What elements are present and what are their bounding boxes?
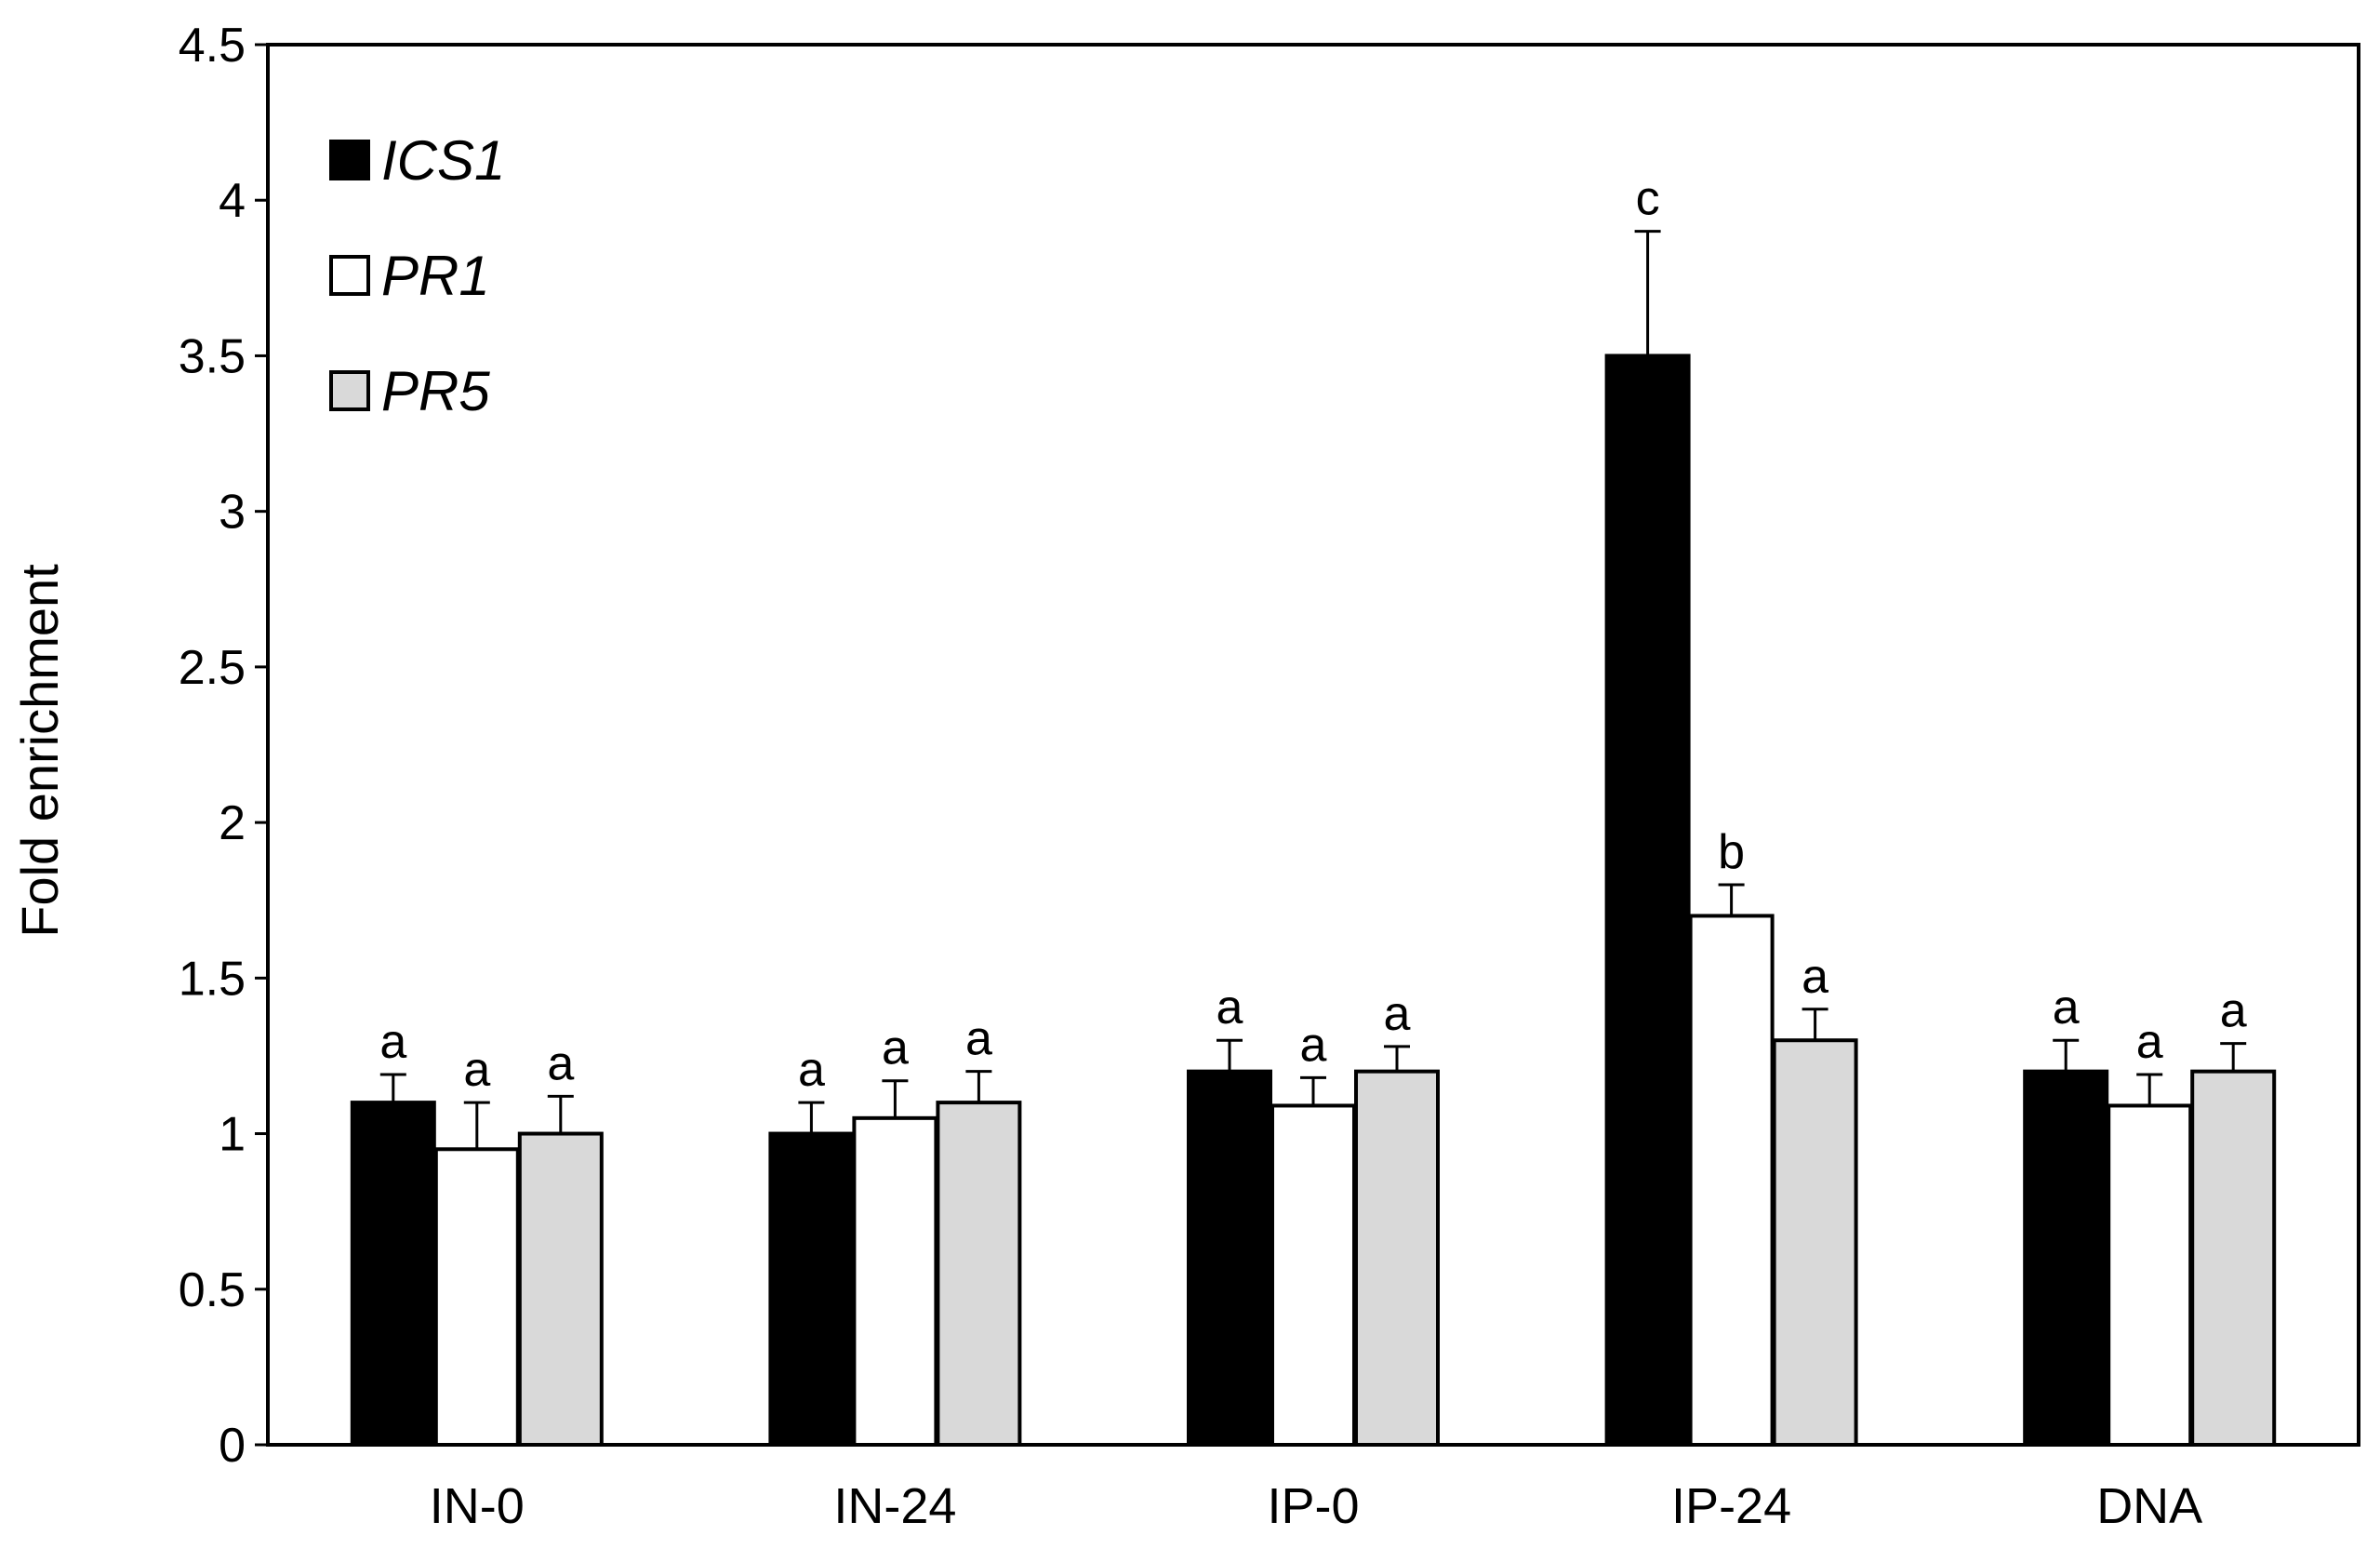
- y-axis-ticks: 0 0.5 1 1.5 2 2.5 3 3.5 4 4.5: [179, 19, 268, 1473]
- significance-label: a: [379, 1015, 406, 1069]
- y-tick-label: 4: [219, 174, 246, 228]
- significance-label: a: [1300, 1018, 1327, 1072]
- bar-ics1-ip-24: [1604, 354, 1691, 1447]
- legend-swatch-ics1: [329, 140, 370, 180]
- significance-label: c: [1636, 172, 1660, 226]
- y-tick-label: 4.5: [179, 19, 246, 73]
- y-tick-label: 1.5: [179, 952, 246, 1006]
- significance-label: a: [2136, 1015, 2163, 1069]
- x-category-label: IP-0: [1267, 1478, 1359, 1534]
- significance-label: a: [2053, 981, 2080, 1035]
- y-axis-label: Fold enrichment: [10, 564, 69, 938]
- x-axis-category-labels: IN-0 IN-24 IP-0 IP-24 DNA: [430, 1478, 2202, 1534]
- significance-label: a: [547, 1036, 574, 1090]
- bar-pr1-dna: [2107, 1103, 2193, 1447]
- significance-label: a: [965, 1012, 992, 1066]
- bar-pr5-in-24: [936, 1101, 1022, 1447]
- bar-ics1-in-24: [768, 1131, 855, 1447]
- y-tick-label: 3: [219, 486, 246, 540]
- significance-label: a: [1384, 987, 1411, 1041]
- bar-pr5-in-0: [517, 1131, 604, 1447]
- significance-labels: a a a a a a a a a c b a a a a: [379, 172, 2246, 1097]
- y-tick-label: 2: [219, 796, 246, 850]
- legend-swatch-pr5: [329, 370, 370, 411]
- bar-ics1-in-0: [350, 1101, 436, 1447]
- bar-pr1-in-24: [852, 1115, 938, 1448]
- bar-ics1-ip-0: [1187, 1069, 1272, 1447]
- bar-ics1-dna: [2023, 1069, 2109, 1447]
- bar-pr5-ip-24: [1772, 1038, 1858, 1447]
- bars: [350, 354, 2277, 1448]
- legend-label-ics1: ICS1: [381, 129, 505, 192]
- x-category-label: IP-24: [1671, 1478, 1791, 1534]
- x-category-label: IN-24: [833, 1478, 956, 1534]
- y-tick-label: 0.5: [179, 1263, 246, 1317]
- bar-pr1-in-0: [433, 1147, 520, 1448]
- significance-label: a: [2220, 984, 2247, 1038]
- bar-pr1-ip-0: [1270, 1103, 1356, 1447]
- y-tick-label: 1: [219, 1108, 246, 1162]
- legend: ICS1 PR1 PR5: [329, 129, 505, 422]
- y-tick-label: 0: [219, 1419, 246, 1473]
- plot-frame: [266, 43, 2360, 1447]
- significance-label: a: [1217, 981, 1243, 1035]
- bar-pr1-ip-24: [1688, 914, 1775, 1447]
- legend-label-pr1: PR1: [381, 245, 490, 307]
- significance-label: a: [882, 1021, 909, 1075]
- bar-pr5-ip-0: [1354, 1069, 1440, 1447]
- legend-label-pr5: PR5: [381, 360, 490, 422]
- significance-label: a: [798, 1043, 825, 1097]
- y-tick-label: 3.5: [179, 329, 246, 383]
- error-bars: [379, 230, 2247, 1150]
- bar-pr5-dna: [2190, 1069, 2277, 1447]
- significance-label: a: [1802, 950, 1828, 1004]
- legend-swatch-pr1: [329, 255, 370, 296]
- x-category-label: IN-0: [430, 1478, 525, 1534]
- significance-label: a: [463, 1043, 490, 1097]
- significance-label: b: [1718, 825, 1745, 879]
- y-tick-label: 2.5: [179, 641, 246, 695]
- x-category-label: DNA: [2096, 1478, 2202, 1534]
